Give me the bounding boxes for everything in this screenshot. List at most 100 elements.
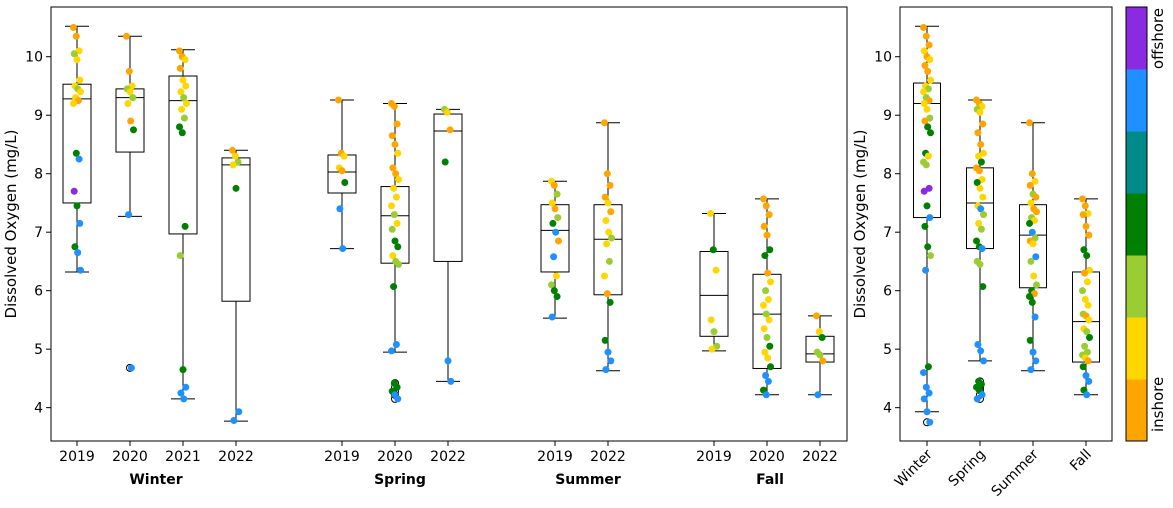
data-point (973, 178, 981, 186)
data-point (182, 383, 190, 391)
data-point (925, 389, 933, 397)
data-point (336, 205, 344, 213)
data-point (602, 366, 610, 374)
data-point (761, 348, 769, 356)
data-point (1026, 181, 1034, 189)
box-iqr (699, 250, 729, 337)
y-tick-label: 5 (883, 342, 892, 358)
data-point (76, 219, 84, 227)
data-point (1081, 202, 1089, 210)
data-point (391, 237, 399, 245)
data-point (72, 32, 80, 40)
data-point (920, 88, 927, 96)
data-point (231, 152, 239, 160)
data-point (395, 260, 402, 268)
box-group-spring (327, 96, 463, 403)
x-tick-label: Fall (1067, 447, 1095, 475)
data-point (1082, 371, 1090, 379)
data-point (180, 114, 188, 122)
data-point (604, 199, 612, 207)
data-point (976, 260, 984, 268)
data-point (178, 105, 186, 113)
data-point (1086, 333, 1093, 341)
data-point (1031, 313, 1039, 321)
data-point (920, 395, 928, 403)
data-point (179, 366, 187, 374)
box-group-winter (62, 23, 251, 425)
group-label: Summer (555, 472, 621, 488)
data-point (1082, 222, 1090, 230)
data-point (818, 333, 826, 341)
data-point (180, 395, 188, 403)
y-tick-label: 9 (883, 108, 892, 124)
data-point (607, 357, 615, 365)
data-point (710, 328, 718, 336)
data-point (550, 181, 558, 189)
data-point (553, 293, 561, 301)
data-point (388, 347, 395, 355)
data-point (548, 281, 555, 289)
data-point (922, 383, 930, 391)
data-point (235, 408, 243, 416)
data-point (762, 371, 770, 379)
data-point (765, 211, 773, 219)
data-point (707, 209, 714, 217)
data-point (341, 178, 349, 186)
data-point (71, 243, 79, 251)
data-point (923, 105, 931, 113)
box-fall (1072, 195, 1100, 399)
data-point (73, 202, 81, 210)
data-point (76, 76, 84, 84)
data-point (1029, 240, 1037, 248)
data-point (550, 287, 558, 295)
y-tick-label: 4 (883, 401, 892, 417)
box-winter-2019 (62, 23, 92, 274)
data-point (553, 190, 561, 198)
data-point (1083, 252, 1091, 260)
data-point (601, 336, 609, 344)
data-point (762, 310, 770, 318)
data-point (979, 283, 987, 291)
data-point (604, 348, 612, 356)
box-summer-2022 (593, 119, 623, 374)
data-point (920, 47, 928, 55)
data-point (760, 195, 767, 203)
data-point (601, 272, 608, 280)
data-point (177, 88, 185, 96)
data-point (177, 389, 185, 397)
data-point (339, 245, 347, 253)
x-tick-label: 2019 (59, 449, 95, 465)
data-point (760, 325, 768, 333)
data-point (1033, 208, 1040, 216)
x-tick-label: 2021 (165, 449, 201, 465)
data-point (924, 123, 932, 131)
data-point (70, 50, 78, 58)
box-iqr (168, 75, 198, 235)
data-point (77, 88, 84, 96)
data-point (1081, 295, 1089, 303)
data-point (921, 222, 929, 230)
data-point (973, 237, 980, 245)
x-tick-label: Summer (989, 446, 1042, 499)
data-point (763, 333, 771, 341)
x-tick-label: 2019 (537, 449, 573, 465)
data-point (762, 391, 770, 399)
data-point (1032, 193, 1040, 201)
data-point (975, 152, 983, 160)
data-point (1028, 298, 1036, 306)
x-tick-label: 2022 (802, 449, 838, 465)
data-point (764, 354, 772, 362)
data-point (75, 155, 83, 163)
data-point (760, 222, 768, 230)
data-point (127, 364, 135, 372)
data-point (549, 219, 557, 227)
data-point (1081, 342, 1089, 350)
y-tick-label: 9 (34, 108, 43, 124)
data-point (819, 357, 827, 365)
data-point (922, 32, 930, 40)
x-tick-label: 2020 (749, 449, 785, 465)
data-point (393, 383, 401, 391)
data-point (335, 96, 342, 104)
data-point (708, 345, 716, 353)
group-label: Winter (129, 472, 182, 488)
